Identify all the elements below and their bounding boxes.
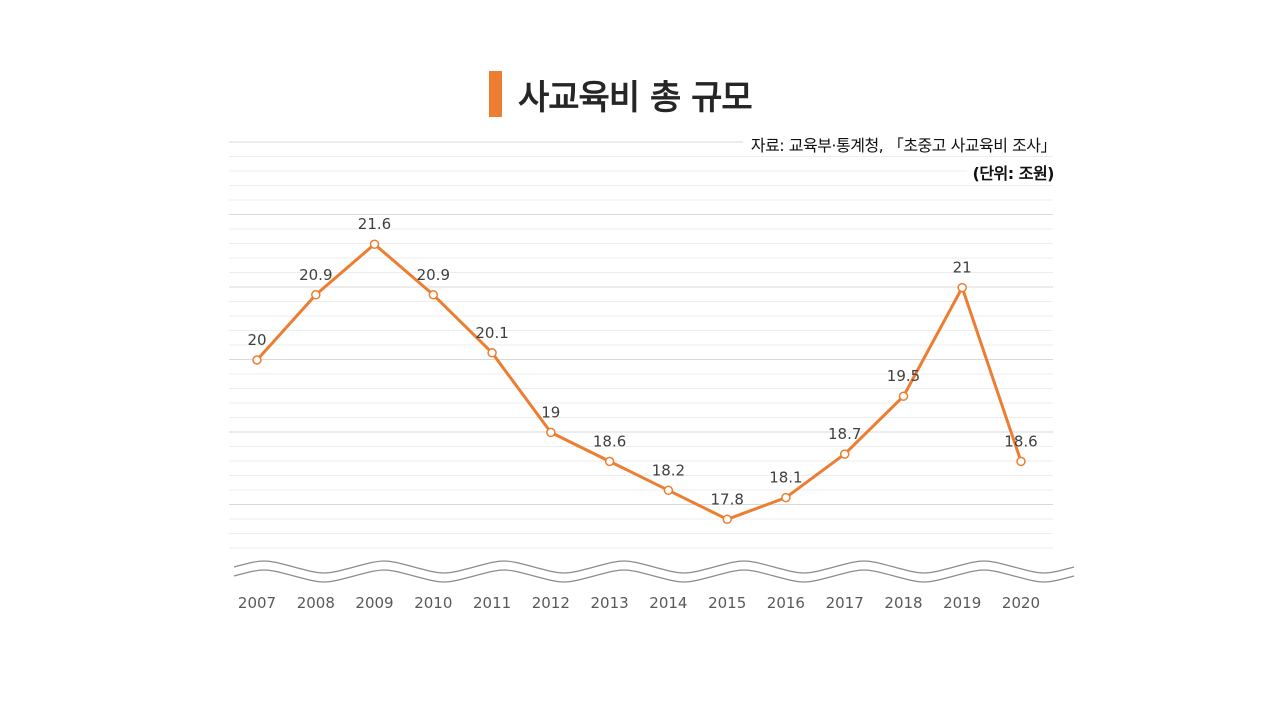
x-tick-2020: 2020 — [1002, 594, 1040, 612]
title-text: 사교육비 총 규모 — [518, 77, 753, 118]
data-label-2015: 17.8 — [710, 490, 743, 508]
x-tick-2007: 2007 — [238, 594, 276, 612]
data-point-2010 — [428, 290, 439, 300]
gridlines — [229, 141, 1053, 549]
data-label-2016: 18.1 — [769, 469, 802, 487]
data-label-2020: 18.6 — [1004, 432, 1037, 450]
series-line — [255, 242, 1023, 521]
data-label-2007: 20 — [247, 331, 266, 349]
x-tick-2014: 2014 — [649, 594, 687, 612]
data-label-2008: 20.9 — [299, 266, 332, 284]
x-tick-2009: 2009 — [355, 594, 393, 612]
axis-break-wave-upper — [233, 560, 1075, 574]
x-axis-tick-labels: 2007 2008 2009 2010 2011 2012 2013 2014 2015 2016… — [238, 594, 1040, 612]
data-point-2013 — [604, 456, 615, 467]
data-label-2012: 19 — [541, 403, 560, 421]
x-tick-2017: 2017 — [826, 594, 864, 612]
x-tick-2011: 2011 — [473, 594, 511, 612]
data-label-2010: 20.9 — [417, 266, 450, 284]
data-label-2011: 20.1 — [475, 324, 508, 342]
x-tick-2012: 2012 — [532, 594, 570, 612]
data-point-2009 — [369, 239, 380, 249]
data-label-2018: 19.5 — [887, 367, 920, 385]
data-label-2009: 21.6 — [358, 215, 391, 233]
source-note: 자료: 교육부·통계청, 「초중고 사교육비 조사」 — [742, 132, 1058, 156]
chart-title: 사교육비 총 규모 — [489, 70, 753, 118]
data-point-2012 — [546, 427, 556, 438]
title-accent-bar — [489, 71, 502, 117]
data-labels: 20 20.9 21.6 20.9 20.1 19 18.6 18.2 17.8 18.1 18.7… — [247, 215, 1037, 508]
data-point-2015 — [722, 514, 732, 525]
data-point-2018 — [898, 391, 909, 401]
data-label-2017: 18.7 — [828, 425, 861, 443]
x-tick-2015: 2015 — [708, 594, 746, 612]
data-point-2020 — [1016, 456, 1026, 467]
data-point-2017 — [839, 449, 850, 459]
data-point-2007 — [252, 355, 262, 365]
x-tick-2010: 2010 — [414, 594, 452, 612]
series-line-path — [255, 242, 1023, 521]
axis-break-wave-lower — [233, 569, 1075, 583]
data-point-2016 — [781, 492, 791, 503]
data-label-2013: 18.6 — [593, 432, 626, 450]
x-tick-2018: 2018 — [884, 594, 922, 612]
x-tick-2019: 2019 — [943, 594, 981, 612]
data-label-2019: 21 — [953, 259, 972, 277]
data-point-2019 — [957, 282, 967, 293]
x-tick-2016: 2016 — [767, 594, 805, 612]
data-points — [252, 239, 1026, 525]
unit-note: (단위: 조원) — [966, 160, 1055, 184]
x-tick-2008: 2008 — [297, 594, 335, 612]
axis-break-wave — [229, 556, 1075, 583]
data-point-2008 — [311, 290, 321, 300]
data-point-2011 — [487, 348, 497, 358]
x-tick-2013: 2013 — [591, 594, 629, 612]
data-point-2014 — [663, 485, 674, 496]
data-label-2014: 18.2 — [652, 461, 685, 479]
